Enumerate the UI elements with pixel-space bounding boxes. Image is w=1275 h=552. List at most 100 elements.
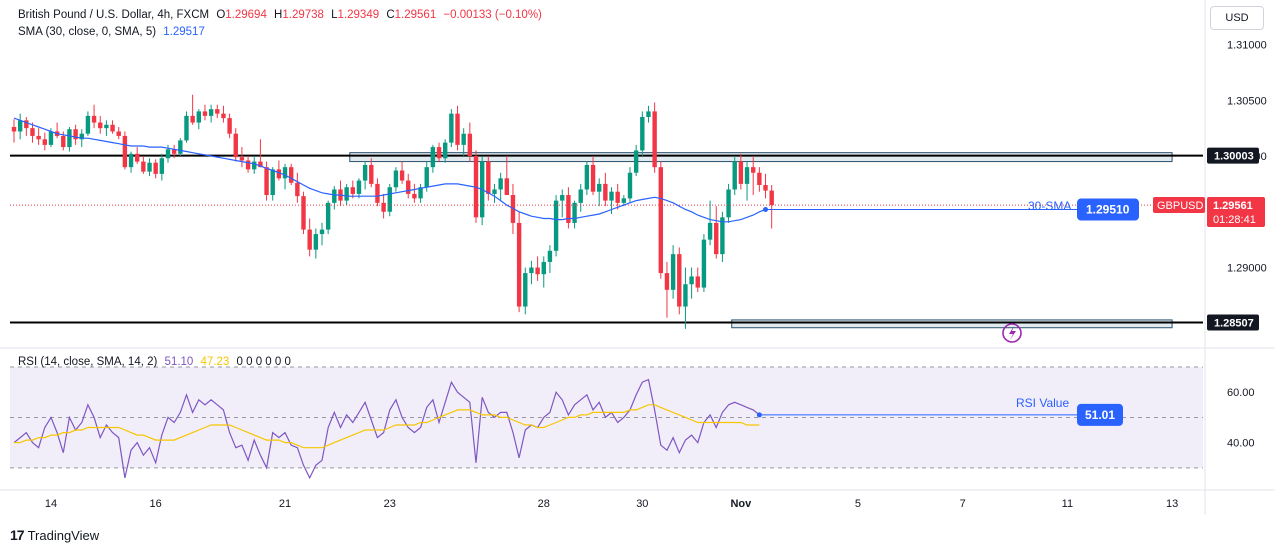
- time-tick-label: Nov: [730, 498, 752, 510]
- countdown-label-text: 01:28:41: [1213, 214, 1256, 226]
- candle-body: [171, 149, 177, 154]
- rsi-pane: 60.00 40.00: [10, 366, 1255, 480]
- candle-body: [547, 250, 553, 262]
- tradingview-logo[interactable]: 17 TradingView: [10, 527, 99, 543]
- sma-line: [10, 117, 1203, 223]
- sma-legend[interactable]: SMA (30, close, 0, SMA, 5) 1.29517: [18, 26, 209, 38]
- candle-body: [381, 202, 386, 212]
- candle-body: [461, 133, 466, 145]
- candle-body: [627, 172, 633, 199]
- candle-body: [282, 167, 288, 179]
- symbol-title[interactable]: British Pound / U.S. Dollar, 4h, FXCM: [18, 9, 210, 21]
- rsi-legend[interactable]: RSI (14, close, SMA, 14, 2) 51.10 47.23 …: [18, 356, 295, 368]
- candle-body: [91, 115, 97, 123]
- symbol-label-text: GBPUSD: [1157, 200, 1204, 212]
- rsi-path: [13, 378, 760, 480]
- candle-body: [670, 254, 676, 290]
- price-tick-label: 1.30500: [1227, 95, 1267, 107]
- price-labels: 1.30003 1.28507 30-SMA 1.29510 GBPUSD 1.29561…: [1002, 147, 1265, 426]
- support-resistance-zones: [349, 152, 1173, 329]
- time-tick-label: 28: [538, 498, 550, 510]
- candle-body: [683, 284, 688, 307]
- candle-body: [572, 202, 577, 223]
- candle-body: [436, 147, 442, 159]
- zone-box: [731, 319, 1173, 329]
- candle-body: [122, 135, 128, 168]
- candle-body: [584, 164, 590, 190]
- time-tick-label: 13: [1166, 498, 1178, 510]
- price-tick-label: 1.29000: [1227, 263, 1267, 275]
- rsi-ma-path: [14, 404, 760, 449]
- rsi-legend-value: 51.10: [164, 356, 194, 368]
- candle-body: [387, 187, 392, 212]
- candle-body: [597, 183, 602, 192]
- high-label: H: [274, 9, 283, 21]
- candle-body: [258, 161, 263, 168]
- candle-body: [178, 140, 183, 154]
- close-label: C: [386, 9, 395, 21]
- time-tick-label: 14: [45, 498, 57, 510]
- rsi-annotation-text: RSI Value: [1016, 396, 1069, 410]
- candle-body: [615, 191, 620, 203]
- candle-body: [769, 190, 774, 206]
- candle-body: [406, 180, 411, 194]
- candle-body: [245, 160, 251, 170]
- level-label-box: [1207, 314, 1259, 331]
- currency-button[interactable]: USD: [1210, 6, 1264, 30]
- chart-legend: British Pound / U.S. Dollar, 4h, FXCM O1…: [18, 9, 546, 21]
- candle-body: [165, 149, 171, 159]
- candle-body: [61, 135, 66, 148]
- candle-body: [492, 189, 497, 194]
- candle-body: [553, 200, 559, 251]
- candle-body: [744, 167, 750, 184]
- candle-body: [147, 162, 152, 172]
- sma-value-box: [1077, 198, 1139, 221]
- candle-body: [738, 161, 744, 184]
- candle-body: [98, 122, 103, 129]
- horizontal-levels[interactable]: [10, 154, 1203, 324]
- candle-body: [17, 120, 23, 132]
- candle-body: [751, 167, 756, 173]
- time-tick-label: 23: [384, 498, 396, 510]
- time-tick-label: 30: [636, 498, 648, 510]
- candle-body: [418, 187, 423, 199]
- candle-body: [369, 164, 374, 184]
- rsi-value-box: [1077, 403, 1123, 426]
- candle-body: [325, 202, 331, 230]
- open-label: O: [216, 9, 226, 21]
- candle-body: [11, 127, 17, 132]
- candle-body: [85, 115, 91, 134]
- sma-path: [13, 117, 766, 223]
- candle-body: [535, 267, 540, 275]
- candle-body: [42, 139, 47, 145]
- candle-body: [252, 161, 257, 170]
- level-label-box: [1207, 147, 1259, 164]
- candle-body: [104, 124, 109, 129]
- candle-body: [603, 183, 608, 201]
- candle-body: [375, 183, 380, 203]
- low-label: L: [331, 9, 338, 21]
- time-tick-label: 5: [855, 498, 861, 510]
- change-value: −0.00133 (−0.10%): [443, 9, 542, 21]
- candle-body: [208, 109, 214, 116]
- candle-body: [529, 267, 534, 274]
- time-tick-label: 21: [279, 498, 291, 510]
- rsi-legend-label: RSI (14, close, SMA, 14, 2): [18, 356, 158, 368]
- candle-body: [646, 111, 651, 117]
- candle-body: [289, 167, 294, 183]
- rsi-legend-zeros: 0 0 0 0 0 0: [236, 356, 291, 368]
- candle-body: [732, 161, 737, 190]
- candle-body: [578, 189, 583, 203]
- candle-body: [307, 229, 312, 250]
- low-value: 1.29349: [337, 9, 380, 21]
- candle-body: [424, 167, 429, 188]
- candle-body: [467, 133, 473, 157]
- candle-body: [763, 185, 768, 191]
- sma-value-text: 1.29510: [1086, 203, 1130, 217]
- candle-body: [486, 161, 491, 194]
- open-value: 1.29694: [225, 9, 267, 21]
- candle-body: [215, 109, 220, 114]
- candle-body: [757, 172, 762, 185]
- candle-body: [449, 113, 454, 143]
